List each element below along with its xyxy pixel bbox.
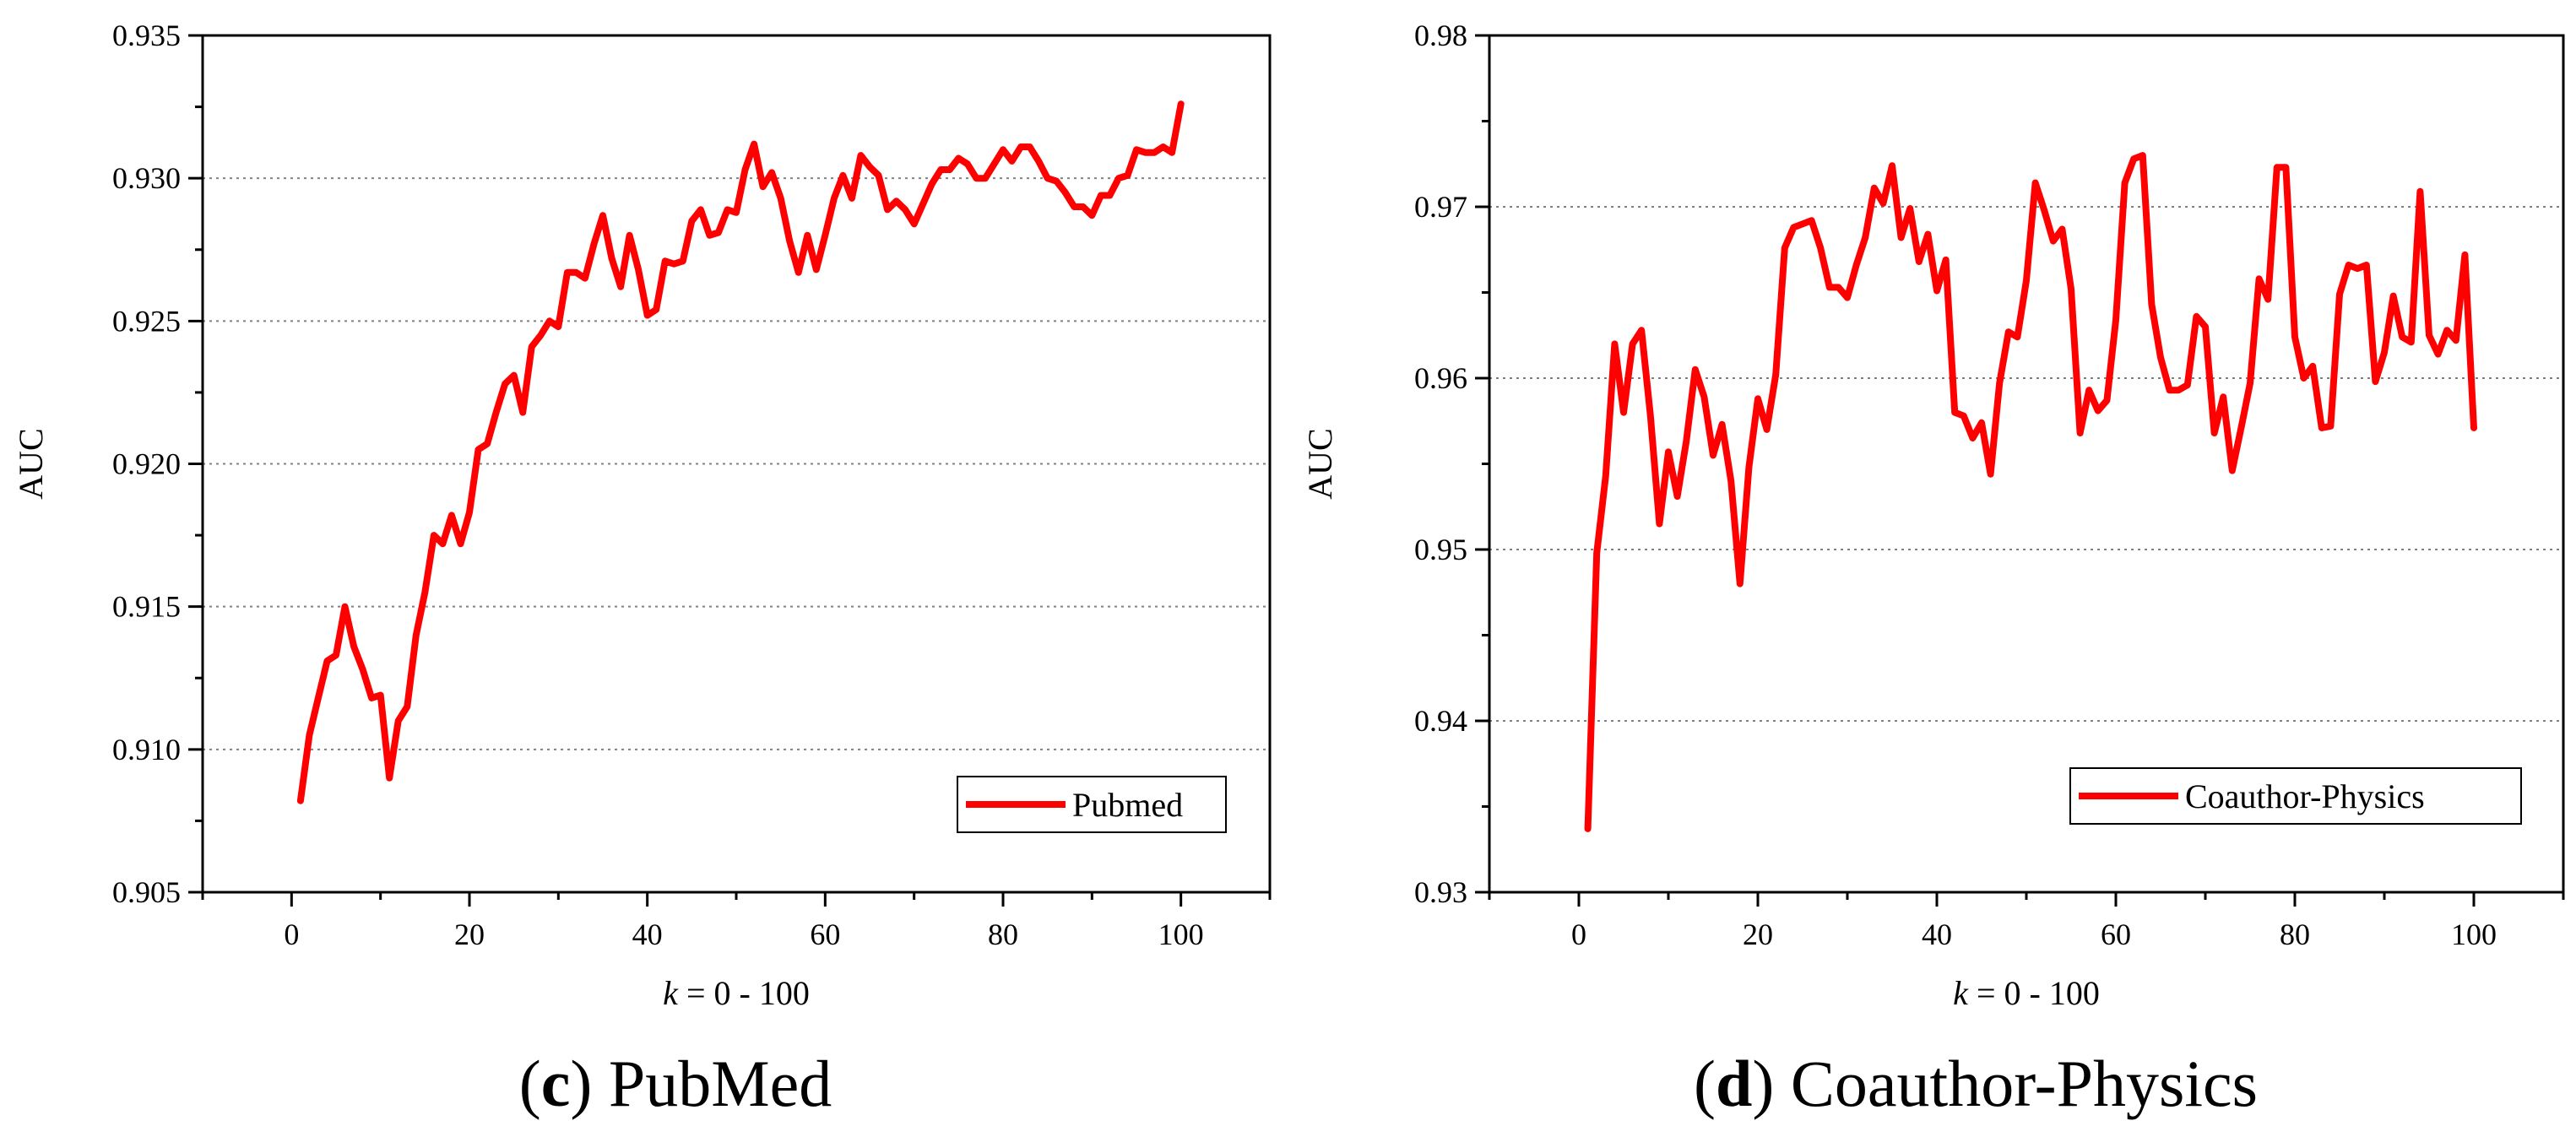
x-axis-title-range: = 0 - 100 [1968,974,2100,1012]
caption-title: Coauthor-Physics [1774,1047,2258,1120]
x-tick-label: 40 [632,918,663,951]
y-tick-label: 0.905 [112,875,181,909]
y-tick-label: 0.910 [112,733,181,766]
chart-panel-pubmed: 0.905 0.910 0.915 0.920 0.925 0.930 0.935 0 20 40… [12,19,1272,1120]
y-tick-label: 0.94 [1414,704,1467,738]
y-tick-label: 0.935 [112,19,181,52]
panel-caption: (d) Coauthor-Physics [1694,1047,2258,1120]
caption-open-paren: ( [1694,1047,1716,1120]
x-tick-label: 20 [1743,918,1773,951]
y-tick-label: 0.98 [1414,19,1467,52]
caption-letter: d [1716,1047,1752,1120]
x-tick-label: 100 [1158,918,1204,951]
y-axis-title: AUC [12,428,50,499]
y-tick-label: 0.97 [1414,190,1467,224]
y-tick-label: 0.95 [1414,533,1467,566]
x-tick-label: 60 [810,918,840,951]
x-tick-label: 100 [2451,918,2497,951]
x-tick-label: 80 [988,918,1018,951]
series-line [296,100,1185,804]
x-tick-label: 0 [284,918,299,951]
caption-close-paren: ) [570,1047,592,1120]
y-tick-label: 0.915 [112,590,181,624]
plot-frame [1488,34,2565,894]
plot-frame [201,34,1272,894]
y-tick-label: 0.920 [112,447,181,481]
x-axis-title-variable: k [1953,974,1969,1012]
series-line [1584,152,2477,832]
x-axis-title-range: = 0 - 100 [678,974,810,1012]
x-tick-label: 40 [1922,918,1952,951]
chart-panel-coauthor-physics: 0.93 0.94 0.95 0.96 0.97 0.98 0 20 40 60 80 100 Coau… [1301,19,2565,1120]
x-tick-label: 60 [2101,918,2131,951]
y-tick-label: 0.925 [112,304,181,338]
caption-close-paren: ) [1752,1047,1774,1120]
caption-title: PubMed [592,1047,832,1120]
x-tick-label: 0 [1571,918,1586,951]
caption-open-paren: ( [519,1047,541,1120]
panel-caption: (c) PubMed [519,1047,832,1120]
x-tick-label: 20 [454,918,485,951]
x-axis-title-variable: k [663,974,679,1012]
x-axis-title: k = 0 - 100 [663,974,810,1012]
x-axis-title: k = 0 - 100 [1953,974,2100,1012]
x-tick-label: 80 [2280,918,2310,951]
legend-label: Pubmed [1072,786,1183,824]
caption-letter: c [541,1047,571,1120]
y-tick-label: 0.930 [112,161,181,195]
y-tick-label: 0.96 [1414,361,1467,395]
y-tick-label: 0.93 [1414,875,1467,909]
y-axis-title: AUC [1301,428,1339,499]
legend-label: Coauthor-Physics [2185,777,2425,815]
